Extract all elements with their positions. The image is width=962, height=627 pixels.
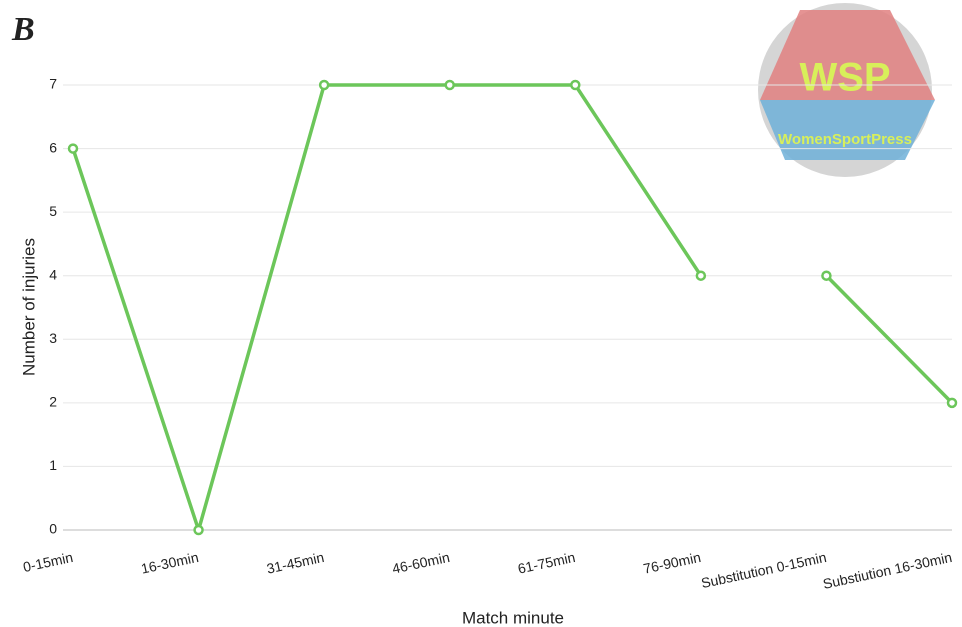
y-axis-title: Number of injuries — [19, 238, 38, 376]
logo-shape — [760, 10, 935, 100]
logo: WSP WomenSportPress — [758, 3, 935, 177]
y-tick-label: 1 — [49, 457, 57, 473]
y-tick-label: 0 — [49, 521, 57, 537]
line — [71, 83, 703, 532]
y-tick-label: 7 — [49, 76, 57, 92]
x-axis-title: Match minute — [462, 608, 564, 627]
point — [67, 143, 79, 154]
line — [825, 274, 954, 405]
point — [570, 79, 581, 91]
point — [695, 270, 707, 281]
point — [318, 79, 330, 91]
y-tick-label: 6 — [49, 139, 57, 155]
panel-label: B — [11, 11, 35, 48]
logo-title: WSP — [799, 56, 890, 100]
y-tick-label: 4 — [49, 266, 57, 282]
point — [946, 397, 958, 409]
y-tick-label: 5 — [49, 203, 57, 219]
point — [821, 270, 832, 281]
logo-subtitle: WomenSportPress — [778, 131, 912, 148]
y-tick-label: 3 — [49, 330, 57, 346]
logo-shape — [760, 100, 935, 160]
point — [444, 79, 455, 91]
point — [193, 524, 204, 536]
y-tick-label: 2 — [49, 394, 57, 410]
